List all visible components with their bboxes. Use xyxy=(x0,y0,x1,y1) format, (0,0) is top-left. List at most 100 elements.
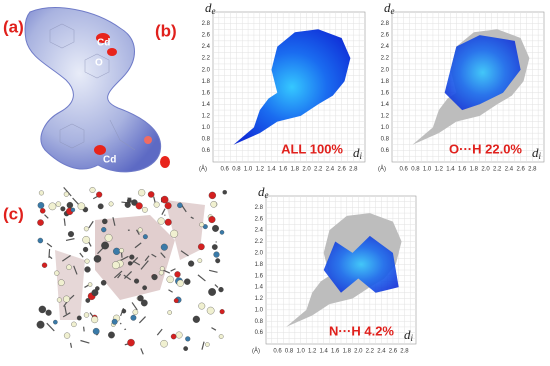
atom xyxy=(215,258,221,264)
atom xyxy=(111,261,120,270)
bond xyxy=(156,328,163,336)
bond xyxy=(83,326,85,332)
atom xyxy=(183,346,189,351)
y-tick-label: 1.8 xyxy=(202,79,211,85)
x-tick-label: 1.2 xyxy=(256,167,265,173)
x-axis-label: di xyxy=(532,145,542,161)
atom xyxy=(177,202,183,209)
atom xyxy=(37,219,44,226)
bond xyxy=(160,252,166,259)
bond xyxy=(123,270,133,279)
atom xyxy=(63,191,69,197)
atom xyxy=(134,278,140,284)
atom xyxy=(91,316,99,324)
atom xyxy=(57,279,65,286)
atom xyxy=(55,201,62,207)
x-axis-subscript: i xyxy=(360,151,363,161)
atom xyxy=(199,222,205,228)
x-tick-label: 2.6 xyxy=(516,167,525,173)
y-axis-label: de xyxy=(258,184,269,200)
atom xyxy=(37,237,44,244)
atom xyxy=(142,285,147,291)
bond xyxy=(123,274,132,281)
atom xyxy=(159,266,165,271)
atom xyxy=(208,216,216,224)
y-tick-label: 2.0 xyxy=(381,67,390,73)
contact-percentage: O···H 22.0% xyxy=(449,141,522,156)
atom xyxy=(89,187,96,193)
x-tick-label: 1.0 xyxy=(244,167,253,173)
x-tick-label: 2.8 xyxy=(349,167,358,173)
y-tick-label: 2.8 xyxy=(202,21,211,27)
atom-label: Cd xyxy=(97,38,110,49)
atom xyxy=(173,298,179,304)
contact-percentage: N···H 4.2% xyxy=(329,323,394,338)
atom xyxy=(91,289,99,297)
atom xyxy=(83,226,89,232)
x-axis-subscript: i xyxy=(539,151,542,161)
surface-bonds xyxy=(49,23,136,151)
atom-label: O xyxy=(151,163,159,174)
atom xyxy=(67,231,74,238)
x-tick-label: 1.6 xyxy=(279,167,288,173)
x-tick-label: 1.4 xyxy=(320,349,329,355)
bond xyxy=(140,260,149,270)
x-tick-label: 0.6 xyxy=(400,167,409,173)
atom xyxy=(100,280,107,286)
x-tick-label: 1.6 xyxy=(331,349,340,355)
atom xyxy=(211,244,218,250)
x-tick-label: 0.8 xyxy=(285,349,294,355)
atom xyxy=(121,308,127,314)
panel-label: (b) xyxy=(155,21,177,40)
bond xyxy=(168,289,173,293)
bond xyxy=(63,186,72,197)
y-axis-label: de xyxy=(205,0,216,16)
point-cloud-blue xyxy=(323,235,399,293)
y-tick-label: 0.8 xyxy=(202,137,211,143)
atom xyxy=(87,282,93,287)
y-tick-label: 1.0 xyxy=(202,125,211,131)
y-tick-label: 2.2 xyxy=(381,56,390,62)
atom xyxy=(185,336,191,342)
atom xyxy=(218,287,224,293)
y-tick-label: 2.4 xyxy=(202,44,211,50)
point-cloud-blue xyxy=(444,35,521,111)
x-tick-label: 2.6 xyxy=(337,167,346,173)
bond xyxy=(151,253,157,258)
atom xyxy=(176,279,184,287)
panel-label: (a) xyxy=(3,17,24,36)
atom xyxy=(102,218,108,225)
x-tick-label: 1.8 xyxy=(291,167,300,173)
atom xyxy=(137,227,143,233)
bond xyxy=(44,214,49,219)
bond xyxy=(46,322,55,332)
atom xyxy=(36,320,45,329)
bond xyxy=(79,252,84,258)
atom xyxy=(108,331,115,339)
x-tick-label: 2.6 xyxy=(389,349,398,355)
atom xyxy=(104,233,113,242)
atom xyxy=(63,332,71,339)
bond xyxy=(117,273,122,279)
bond xyxy=(112,217,116,226)
atom xyxy=(82,246,89,253)
y-tick-label: 1.2 xyxy=(381,113,390,119)
atom xyxy=(212,224,219,232)
atom xyxy=(160,195,169,204)
atom xyxy=(111,318,118,325)
y-axis-subscript: e xyxy=(391,6,395,16)
atom xyxy=(170,333,177,340)
bond xyxy=(140,348,144,355)
atom xyxy=(97,203,104,210)
bond xyxy=(124,328,127,331)
atom xyxy=(84,258,90,264)
atom xyxy=(126,198,132,204)
y-tick-label: 2.6 xyxy=(255,216,264,222)
bond xyxy=(138,316,146,324)
atom xyxy=(54,270,60,276)
atom xyxy=(142,234,148,240)
atom xyxy=(210,201,218,208)
y-tick-label: 2.8 xyxy=(381,21,390,27)
x-tick-label: 0.8 xyxy=(411,167,420,173)
atom xyxy=(127,261,133,266)
